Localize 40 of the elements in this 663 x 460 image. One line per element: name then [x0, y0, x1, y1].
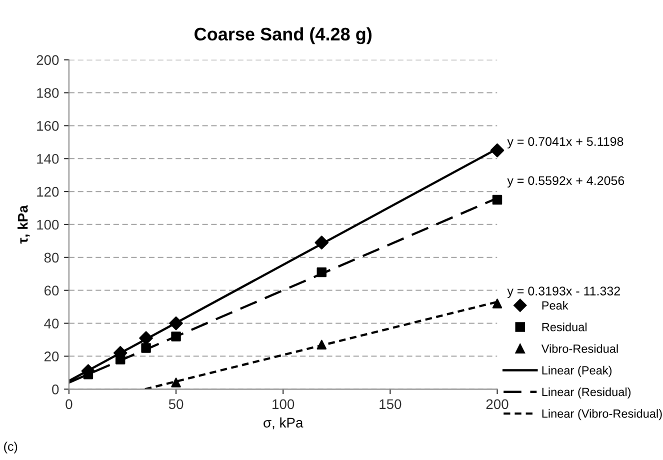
legend-label: Peak [542, 300, 568, 310]
x-tick-label: 150 [380, 399, 402, 410]
legend-label: Residual [542, 322, 587, 332]
point [492, 194, 502, 205]
y-tick-label: 160 [37, 121, 59, 131]
y-axis-title: τ, kPa [18, 205, 30, 244]
text: y = 0.7041x + 5.1198 [507, 137, 624, 148]
text: y = 0.5592x + 4.2056 [507, 176, 624, 188]
point [316, 340, 327, 350]
x-tick-label: 200 [486, 399, 508, 410]
point [169, 316, 183, 330]
point [316, 267, 327, 278]
point [171, 378, 181, 388]
chart-title: Coarse Sand (4.28 g) [194, 27, 372, 44]
legend-label: Vibro-Residual [541, 344, 618, 353]
y-tick-label: 20 [44, 352, 59, 362]
x-axis-title: σ, kPa [264, 417, 304, 430]
x-tick-label: 0 [66, 399, 72, 410]
x-tick-label: 100 [272, 399, 294, 410]
y-tick-label: 120 [37, 186, 59, 197]
y-tick-label: 140 [37, 154, 59, 164]
y-tick-label: 0 [52, 384, 59, 394]
y-tick-label: 80 [44, 252, 59, 263]
point [492, 298, 502, 308]
point [141, 343, 151, 353]
point [490, 143, 504, 158]
legend-label: Linear (Residual) [542, 387, 631, 398]
legend-label: Linear (Vibro-Residual) [542, 409, 662, 420]
point [314, 236, 329, 250]
text: y = 0.3193x - 11.332 [507, 286, 620, 298]
text: (c) [4, 442, 18, 454]
point [139, 331, 153, 346]
x-tick-label: 50 [168, 399, 184, 410]
y-tick-label: 100 [37, 220, 59, 230]
y-tick-label: 180 [37, 88, 59, 98]
legend-label: Linear (Peak) [542, 366, 612, 377]
y-tick-label: 40 [44, 318, 59, 328]
y-tick-label: 60 [44, 286, 59, 296]
point [171, 332, 181, 342]
y-tick-label: 200 [36, 55, 59, 65]
